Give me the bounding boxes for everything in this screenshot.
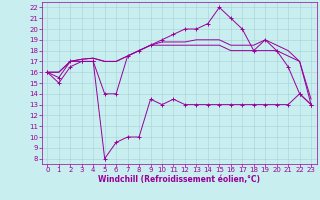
X-axis label: Windchill (Refroidissement éolien,°C): Windchill (Refroidissement éolien,°C) [98, 175, 260, 184]
